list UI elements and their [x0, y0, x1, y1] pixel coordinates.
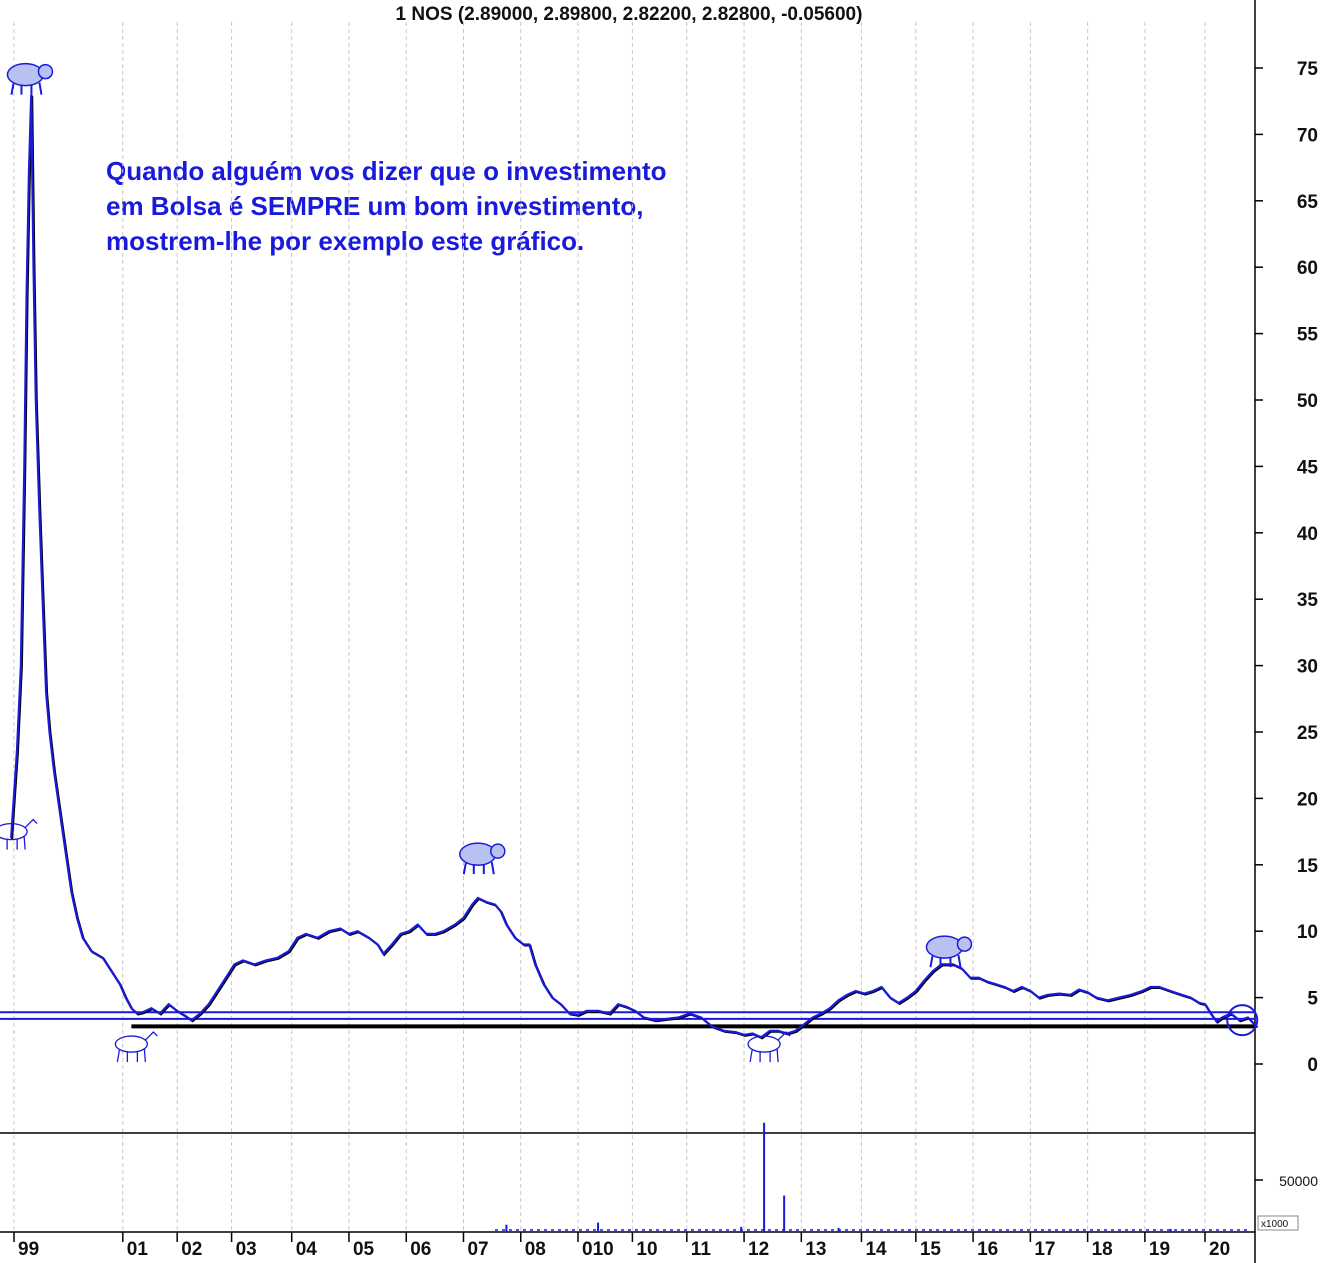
bear-marker-2	[114, 1031, 158, 1063]
x-tick-label-7: 07	[467, 1239, 488, 1260]
y-tick-label-45: 45	[1297, 457, 1319, 478]
x-tick-label-0: 99	[18, 1239, 39, 1260]
y-tick-label-15: 15	[1297, 856, 1319, 877]
x-tick-label-19: 19	[1149, 1239, 1170, 1260]
y-tick-label-65: 65	[1297, 192, 1319, 213]
y-tick-label-70: 70	[1297, 125, 1318, 146]
bull-marker-3	[459, 842, 506, 875]
price-line-shadow-0	[11, 95, 1259, 1040]
annotation-note: Quando alguém vos dizer que o investimen…	[106, 154, 667, 259]
x-tick-label-15: 15	[920, 1239, 942, 1260]
x-tick-label-9: 010	[582, 1239, 614, 1260]
y-tick-label-40: 40	[1297, 524, 1318, 545]
chart-title: 1 NOS (2.89000, 2.89800, 2.82200, 2.8280…	[395, 4, 863, 25]
bull-marker-0	[6, 62, 54, 95]
y-tick-label-20: 20	[1297, 789, 1318, 810]
y-tick-label-50: 50	[1297, 391, 1318, 412]
y-tick-label-30: 30	[1297, 657, 1318, 678]
y-tick-label-60: 60	[1297, 258, 1318, 279]
bear-marker-4	[747, 1031, 791, 1063]
volume-multiplier-box	[1257, 1215, 1299, 1231]
x-tick-label-3: 03	[236, 1239, 257, 1260]
x-tick-label-13: 13	[805, 1239, 826, 1260]
x-tick-label-16: 16	[977, 1239, 998, 1260]
annotation-line-2: em Bolsa é SEMPRE um bom investimento,	[106, 191, 644, 221]
y-tick-label-10: 10	[1297, 922, 1318, 943]
y-tick-label-55: 55	[1297, 325, 1319, 346]
volume-multiplier-label: x1000	[1261, 1219, 1289, 1230]
x-tick-label-14: 14	[865, 1239, 887, 1260]
x-tick-label-17: 17	[1034, 1239, 1055, 1260]
x-tick-label-1: 01	[127, 1239, 149, 1260]
annotation-line-3: mostrem-lhe por exemplo este gráfico.	[106, 226, 585, 256]
x-tick-label-8: 08	[525, 1239, 546, 1260]
volume-tick-label: 50000	[1279, 1173, 1318, 1189]
price-line-0	[10, 94, 1258, 1039]
y-tick-label-75: 75	[1297, 59, 1319, 80]
x-tick-label-4: 04	[296, 1239, 318, 1260]
y-tick-label-0: 0	[1307, 1055, 1318, 1076]
x-tick-label-20: 20	[1209, 1239, 1230, 1260]
x-tick-label-12: 12	[748, 1239, 769, 1260]
annotation-line-1: Quando alguém vos dizer que o investimen…	[106, 156, 667, 186]
x-tick-label-6: 06	[410, 1239, 431, 1260]
y-tick-label-5: 5	[1307, 989, 1318, 1010]
y-tick-label-35: 35	[1297, 590, 1319, 611]
bull-marker-5	[925, 935, 973, 968]
x-tick-label-11: 11	[691, 1239, 712, 1260]
x-tick-label-5: 05	[353, 1239, 375, 1260]
y-tick-label-25: 25	[1297, 723, 1319, 744]
x-tick-label-10: 10	[636, 1239, 657, 1260]
x-tick-label-18: 18	[1092, 1239, 1113, 1260]
highlight-circle	[1226, 1004, 1259, 1037]
bear-marker-1	[0, 818, 38, 850]
x-tick-label-2: 02	[181, 1239, 202, 1260]
